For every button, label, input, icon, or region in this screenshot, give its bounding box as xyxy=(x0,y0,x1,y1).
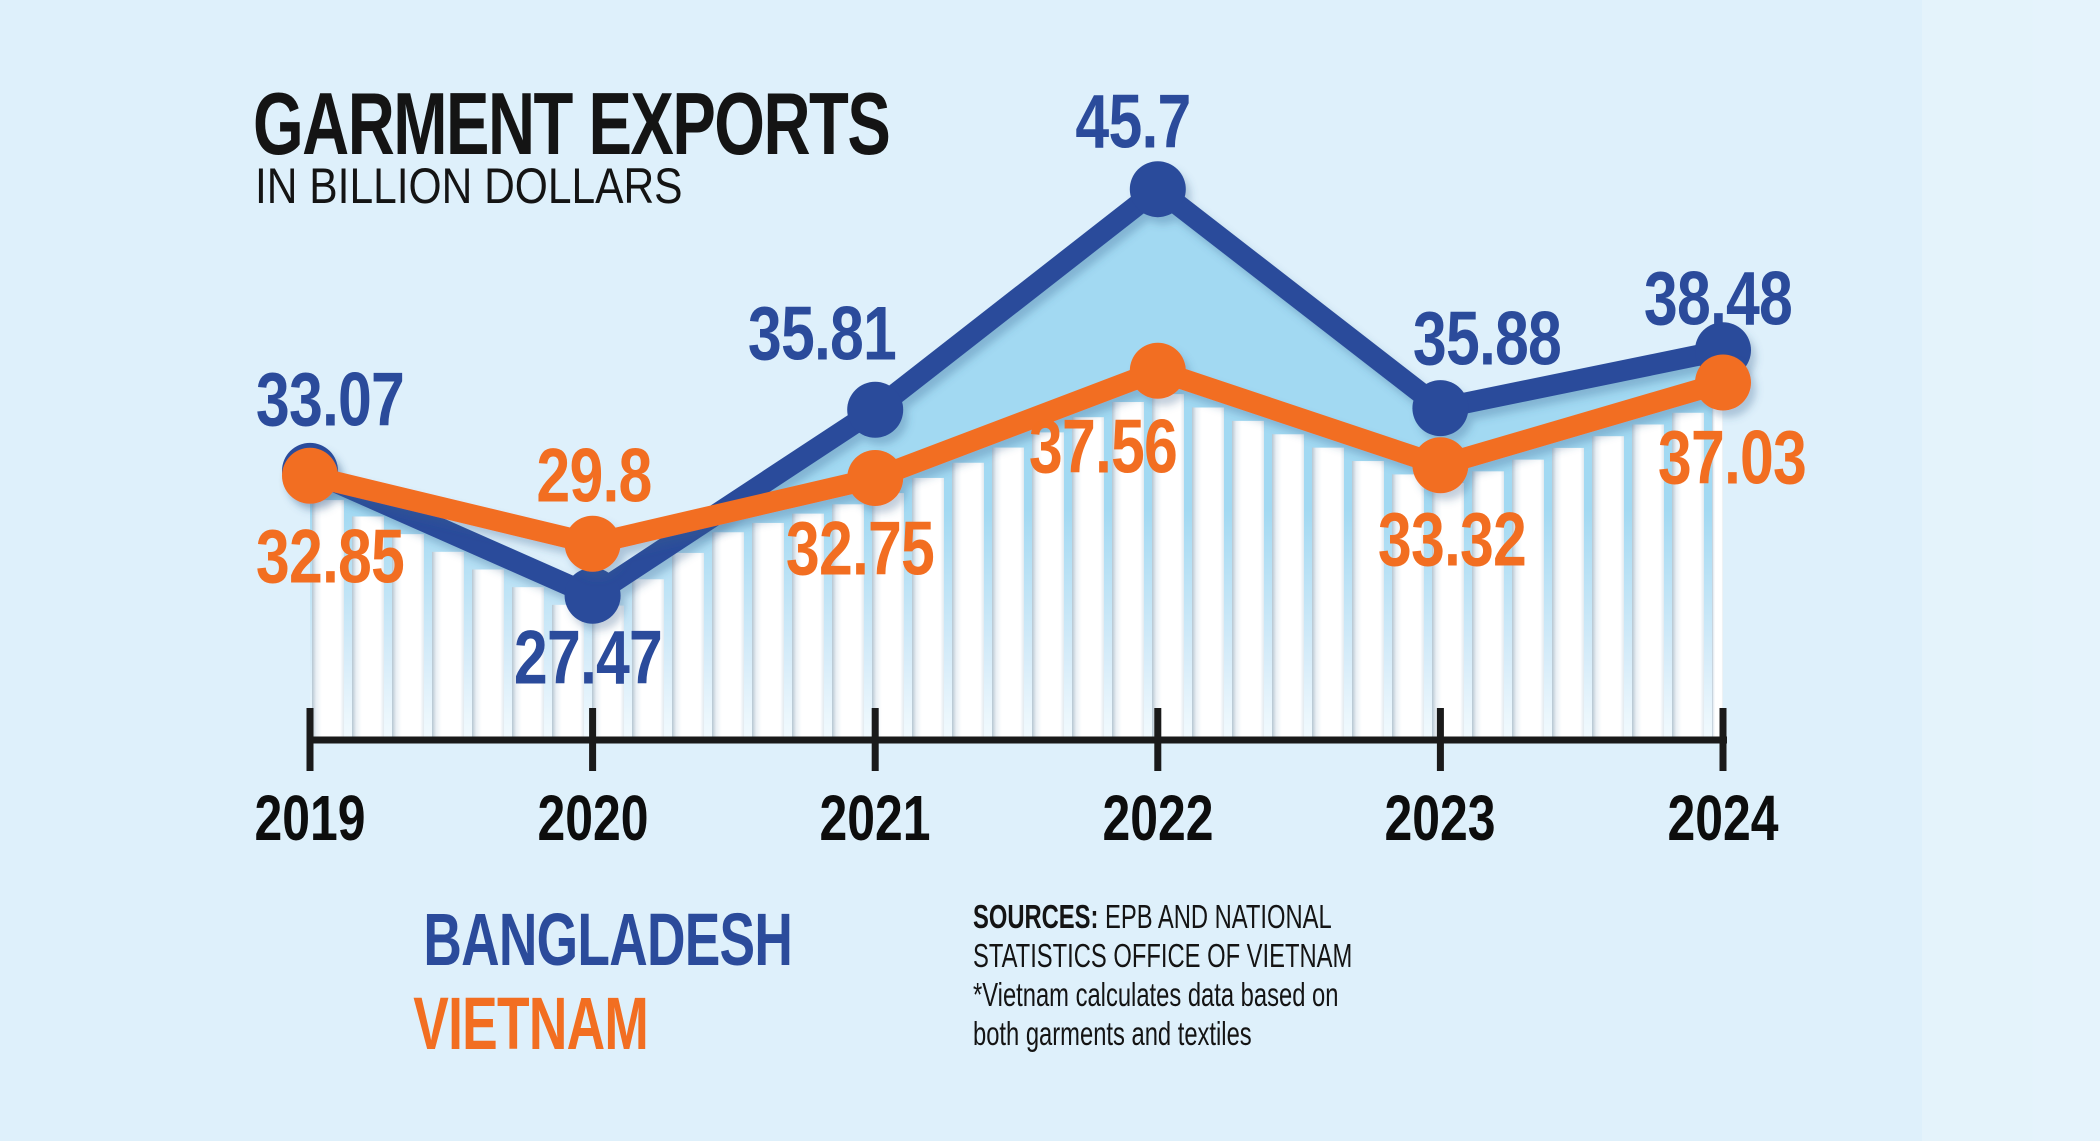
year-label-2022: 2022 xyxy=(1102,782,1214,854)
vietnam-point-2022 xyxy=(1129,342,1186,399)
vietnam-line xyxy=(299,360,1734,555)
picket-bar xyxy=(1512,459,1544,737)
year-label-2020: 2020 xyxy=(537,782,649,854)
picket-bar xyxy=(1152,394,1184,737)
picket-bar xyxy=(1472,471,1504,737)
picket-bar xyxy=(632,579,664,737)
sources-note: SOURCES: EPB AND NATIONAL STATISTICS OFF… xyxy=(973,897,1549,1053)
picket-bar xyxy=(992,447,1024,737)
picket-bar xyxy=(1392,474,1424,737)
year-label-2021: 2021 xyxy=(819,782,931,854)
picket-bar xyxy=(912,477,944,737)
vietnam-series xyxy=(282,342,1751,572)
data-label-vietnam-2022: 37.56 xyxy=(1028,404,1178,490)
legend-label-bangladesh: BANGLADESH xyxy=(423,898,793,981)
data-label-vietnam-2023: 33.32 xyxy=(1378,497,1527,583)
picket-bar xyxy=(432,551,464,737)
data-label-vietnam-2021: 32.75 xyxy=(786,506,935,592)
data-label-bangladesh-2023: 35.88 xyxy=(1413,296,1562,382)
picket-bar xyxy=(592,605,624,737)
picket-bar xyxy=(1072,417,1104,737)
picket-bar xyxy=(472,569,504,737)
bangladesh-point-2020 xyxy=(564,567,621,624)
legend: BANGLADESH VIETNAM xyxy=(280,898,793,1066)
picket-bar xyxy=(352,516,384,737)
picket-bar xyxy=(1552,447,1584,737)
data-label-vietnam-2024: 37.03 xyxy=(1657,415,1807,501)
picket-bar xyxy=(1032,432,1064,737)
picket-bar xyxy=(1352,461,1384,737)
chart-title-text: GARMENT EXPORTS xyxy=(253,74,891,173)
legend-label-vietnam: VIETNAM xyxy=(413,982,648,1065)
picket-bar xyxy=(832,504,864,737)
picket-bar xyxy=(792,513,824,737)
vietnam-point-2023 xyxy=(1412,437,1469,494)
picket-bar xyxy=(712,532,744,737)
picket-bars xyxy=(312,394,1723,737)
picket-bar xyxy=(752,522,784,737)
sources-prefix: SOURCES: xyxy=(973,898,1099,935)
picket-bar xyxy=(872,493,904,737)
picket-bar xyxy=(1712,404,1723,737)
axis-tick-2024 xyxy=(1719,708,1727,771)
x-axis xyxy=(310,736,1727,744)
picket-bar xyxy=(1312,447,1344,737)
data-label-vietnam-2020: 29.8 xyxy=(536,433,652,519)
picket-bar xyxy=(312,500,344,737)
data-label-bangladesh-2021: 35.81 xyxy=(748,291,897,377)
vietnam-point-2021 xyxy=(847,449,904,506)
chart-subtitle: IN BILLION DOLLARS xyxy=(255,160,758,212)
vietnam-point-2020 xyxy=(564,515,621,572)
data-label-vietnam-2019: 32.85 xyxy=(255,514,405,600)
picket-bar xyxy=(512,587,544,737)
picket-bar xyxy=(1272,434,1304,737)
picket-bar xyxy=(952,462,984,737)
year-label-2023: 2023 xyxy=(1384,782,1496,854)
picket-bar xyxy=(1432,483,1464,737)
picket-bar xyxy=(1232,420,1264,737)
bangladesh-point-2021 xyxy=(847,381,904,438)
chart-subtitle-text: IN BILLION DOLLARS xyxy=(255,158,683,214)
picket-bar xyxy=(672,552,704,737)
data-label-bangladesh-2020: 27.47 xyxy=(513,615,663,701)
vietnam-point-2024 xyxy=(1695,354,1751,411)
axis-tick-2019 xyxy=(306,708,314,771)
background-seam xyxy=(1922,0,2100,1141)
picket-bar xyxy=(1112,402,1144,737)
data-label-bangladesh-2022: 45.7 xyxy=(1075,79,1191,165)
axis-tick-2022 xyxy=(1154,708,1162,771)
legend-item-bangladesh: BANGLADESH xyxy=(280,898,792,982)
legend-item-vietnam: VIETNAM xyxy=(280,982,648,1066)
data-label-bangladesh-2024: 38.48 xyxy=(1643,256,1793,342)
year-label-2024: 2024 xyxy=(1667,782,1779,854)
sources-line-2: STATISTICS OFFICE OF VIETNAM xyxy=(973,937,1353,974)
picket-bar xyxy=(1192,407,1224,737)
chart-title: GARMENT EXPORTS xyxy=(253,80,1113,168)
data-label-bangladesh-2019: 33.07 xyxy=(255,357,405,443)
bangladesh-point-2022 xyxy=(1129,161,1186,218)
vietnam-point-2019 xyxy=(282,447,338,504)
axis-tick-2020 xyxy=(589,708,597,771)
bangladesh-point-2023 xyxy=(1412,380,1469,437)
year-label-2019: 2019 xyxy=(254,782,366,854)
bangladesh-line xyxy=(299,178,1734,607)
sources-line-1-text: EPB AND NATIONAL xyxy=(1098,898,1332,935)
picket-bar xyxy=(552,604,584,737)
picket-bar xyxy=(1672,412,1704,737)
sources-line-1: SOURCES: EPB AND NATIONAL xyxy=(973,897,1549,936)
picket-bar xyxy=(1592,436,1624,737)
picket-bar xyxy=(1632,424,1664,737)
picket-bar xyxy=(392,534,424,737)
axis-tick-2021 xyxy=(871,708,879,771)
sources-line-4: both garments and textiles xyxy=(973,1015,1252,1052)
sources-line-3: *Vietnam calculates data based on xyxy=(973,976,1339,1013)
axis-tick-2023 xyxy=(1436,708,1444,771)
